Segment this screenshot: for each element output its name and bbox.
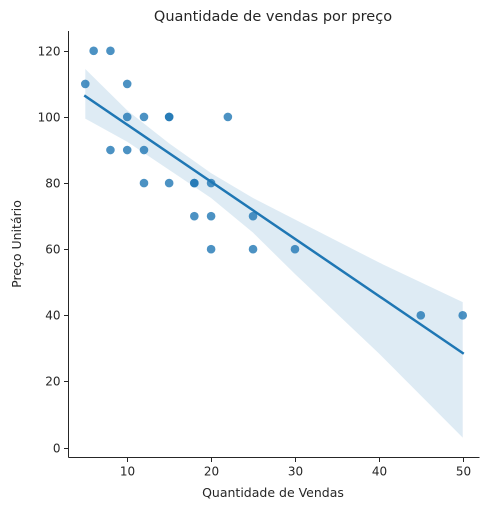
data-point — [139, 178, 149, 188]
x-tick-label: 50 — [456, 465, 471, 479]
y-axis-ticks: 0 20 40 60 80 100 120 — [38, 45, 69, 456]
data-point — [139, 112, 149, 122]
confidence-band — [85, 69, 463, 438]
data-point — [190, 211, 199, 221]
data-point — [106, 46, 115, 56]
data-point — [248, 211, 258, 221]
data-point — [190, 178, 199, 188]
y-tick-label: 100 — [38, 111, 61, 125]
x-tick-label: 20 — [204, 465, 219, 479]
plot-area — [80, 46, 468, 438]
x-axis-label: Quantidade de Vendas — [202, 485, 344, 500]
data-point — [122, 145, 132, 155]
x-tick-label: 10 — [120, 465, 135, 479]
y-axis-label: Preço Unitário — [9, 200, 24, 288]
data-point — [139, 145, 149, 155]
y-tick-label: 40 — [45, 309, 60, 323]
data-point — [164, 112, 174, 122]
data-point — [223, 112, 233, 122]
data-point — [416, 311, 426, 320]
data-point — [458, 311, 468, 320]
x-tick-label: 30 — [288, 465, 303, 479]
y-tick-label: 0 — [53, 442, 61, 456]
regression-line — [83, 94, 465, 355]
data-point — [206, 211, 216, 221]
data-point — [89, 46, 98, 56]
data-point — [106, 145, 115, 155]
data-point — [164, 178, 174, 188]
data-point — [122, 79, 132, 89]
data-point — [290, 244, 300, 254]
data-point — [206, 244, 216, 254]
y-tick-label: 80 — [45, 177, 60, 191]
data-point — [248, 244, 258, 254]
x-axis-ticks: 10 20 30 40 50 — [120, 457, 471, 479]
x-tick-label: 40 — [372, 465, 387, 479]
y-tick-label: 120 — [38, 45, 61, 59]
chart-title: Quantidade de vendas por preço — [154, 9, 392, 25]
y-tick-label: 60 — [45, 243, 60, 257]
data-point — [122, 112, 132, 122]
y-tick-label: 20 — [45, 375, 60, 389]
data-point — [80, 79, 90, 89]
